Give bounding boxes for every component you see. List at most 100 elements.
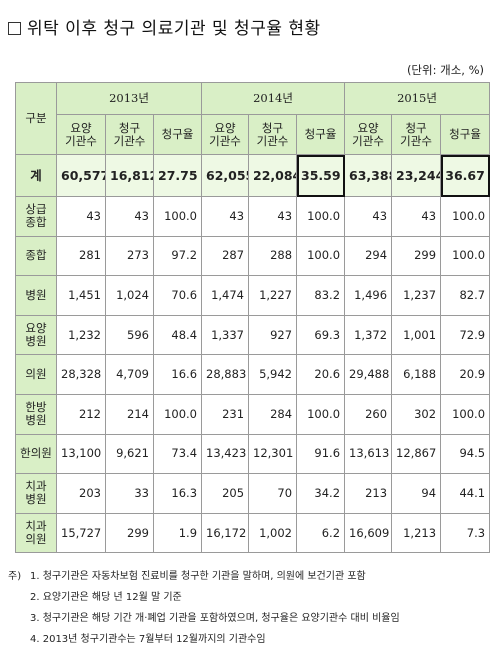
table-cell: 1,451 [56,275,106,316]
table-cell: 100.0 [440,196,491,237]
table-cell: 20.6 [296,354,346,395]
table-cell: 62,055 [201,154,250,197]
table-cell: 299 [105,512,154,554]
sub-header-claim-count: 청구 기관수 [248,114,298,155]
row-label: 종합 [15,235,57,277]
table-cell: 273 [105,235,154,277]
table-cell: 1,237 [391,275,442,316]
table-cell: 100.0 [152,196,203,237]
table-cell: 16,812 [105,154,154,197]
sub-header-facility-count: 요양 기관수 [56,114,106,155]
table-cell: 48.4 [152,314,203,356]
row-label: 요양 병원 [15,314,57,356]
page-title: 위탁 이후 청구 의료기관 및 청구율 현황 [8,14,321,39]
table-cell: 16.6 [152,354,203,395]
table-cell: 203 [56,473,106,514]
table-cell: 29,488 [344,354,393,395]
table-cell: 284 [248,393,298,435]
table-cell: 36.67 [440,154,491,197]
table-cell: 6.2 [296,512,346,554]
table-cell: 1,372 [344,314,393,356]
table-cell: 43 [248,196,298,237]
category-header: 구분 [15,82,57,155]
table-cell: 100.0 [440,235,491,277]
year-header: 2015년 [344,82,491,115]
row-label: 상급 종합 [15,196,57,237]
table-cell: 9,621 [105,433,154,475]
table-cell: 16,172 [201,512,250,554]
table-cell: 16.3 [152,473,203,514]
table-cell: 5,942 [248,354,298,395]
table-cell: 20.9 [440,354,491,395]
footnote-text: 4. 2013년 청구기관수는 7월부터 12월까지의 기관수임 [30,634,266,645]
table-cell: 100.0 [296,393,346,435]
table-cell: 100.0 [152,393,203,435]
table-cell: 28,328 [56,354,106,395]
table-cell: 213 [344,473,393,514]
sub-header-facility-count: 요양 기관수 [344,114,393,155]
footnote-text: 2. 요양기관은 해당 년 12월 말 기준 [30,592,182,603]
table-cell: 73.4 [152,433,203,475]
footnote-text: 3. 청구기관은 해당 기간 개·폐업 기관을 포함하였으며, 청구율은 요양기… [30,613,400,624]
statistics-table: 구분 2013년 2014년 2015년 요양 기관수 청구 기관수 청구율 요양 기… [15,82,491,554]
table-cell: 100.0 [296,235,346,277]
table-row: 한의원 13,100 9,621 73.4 13,423 12,301 91.6 13,613… [15,433,491,475]
year-header: 2013년 [55,82,203,115]
table-cell: 294 [344,235,393,277]
footnote: 3. 청구기관은 해당 기간 개·폐업 기관을 포함하였으며, 청구율은 요양기… [8,608,400,629]
row-label: 치과 병원 [15,473,57,514]
table-cell: 97.2 [152,235,203,277]
table-cell: 231 [201,393,250,435]
table-cell: 63,388 [344,154,393,197]
table-cell: 1,496 [344,275,393,316]
table-cell: 1,213 [391,512,442,554]
row-label: 의원 [15,354,57,395]
table-cell: 1,474 [201,275,250,316]
table-cell: 299 [391,235,442,277]
table-row: 치과 의원 15,727 299 1.9 16,172 1,002 6.2 16,609 1,2… [15,512,491,554]
table-cell: 44.1 [440,473,491,514]
table-cell: 15,727 [56,512,106,554]
table-cell: 288 [248,235,298,277]
total-row: 계60,57716,81227.7562,05522,08435.5963,38… [15,154,491,197]
table-cell: 100.0 [296,196,346,237]
table-row: 의원 28,328 4,709 16.6 28,883 5,942 20.6 29,488 6,… [15,354,491,395]
table-cell: 1,227 [248,275,298,316]
table-cell: 12,301 [248,433,298,475]
table-cell: 43 [56,196,106,237]
footnote: 주) 1. 청구기관은 자동차보험 진료비를 청구한 기관을 말하며, 의원에 보… [8,566,400,587]
title-text: 위탁 이후 청구 의료기관 및 청구율 현황 [27,19,321,39]
table-cell: 205 [201,473,250,514]
table-cell: 287 [201,235,250,277]
table-cell: 16,609 [344,512,393,554]
table-cell: 13,423 [201,433,250,475]
table-row: 요양 병원 1,232 596 48.4 1,337 927 69.3 1,372 1,001 7… [15,314,491,356]
table-cell: 70.6 [152,275,203,316]
table-cell: 94.5 [440,433,491,475]
sub-header-claim-rate: 청구율 [296,114,346,155]
sub-header-facility-count: 요양 기관수 [201,114,250,155]
table-cell: 60,577 [56,154,106,197]
table-cell: 7.3 [440,512,491,554]
table-cell: 100.0 [440,393,491,435]
table-cell: 927 [248,314,298,356]
table-row: 상급 종합 43 43 100.0 43 43 100.0 43 43 100.0 [15,196,491,237]
table-cell: 13,613 [344,433,393,475]
sub-header-claim-count: 청구 기관수 [391,114,442,155]
table-row: 종합 281 273 97.2 287 288 100.0 294 299 100.0 [15,235,491,277]
table-cell: 43 [344,196,393,237]
table-cell: 4,709 [105,354,154,395]
table-cell: 212 [56,393,106,435]
footnote: 2. 요양기관은 해당 년 12월 말 기준 [8,587,400,608]
table-cell: 28,883 [201,354,250,395]
table-cell: 12,867 [391,433,442,475]
sub-header-claim-count: 청구 기관수 [105,114,154,155]
table-cell: 43 [201,196,250,237]
table-row: 병원 1,451 1,024 70.6 1,474 1,227 83.2 1,496 1,237… [15,275,491,316]
table-cell: 1,232 [56,314,106,356]
table-cell: 281 [56,235,106,277]
table-cell: 72.9 [440,314,491,356]
table-cell: 214 [105,393,154,435]
table-cell: 69.3 [296,314,346,356]
footnote: 4. 2013년 청구기관수는 7월부터 12월까지의 기관수임 [8,629,400,650]
